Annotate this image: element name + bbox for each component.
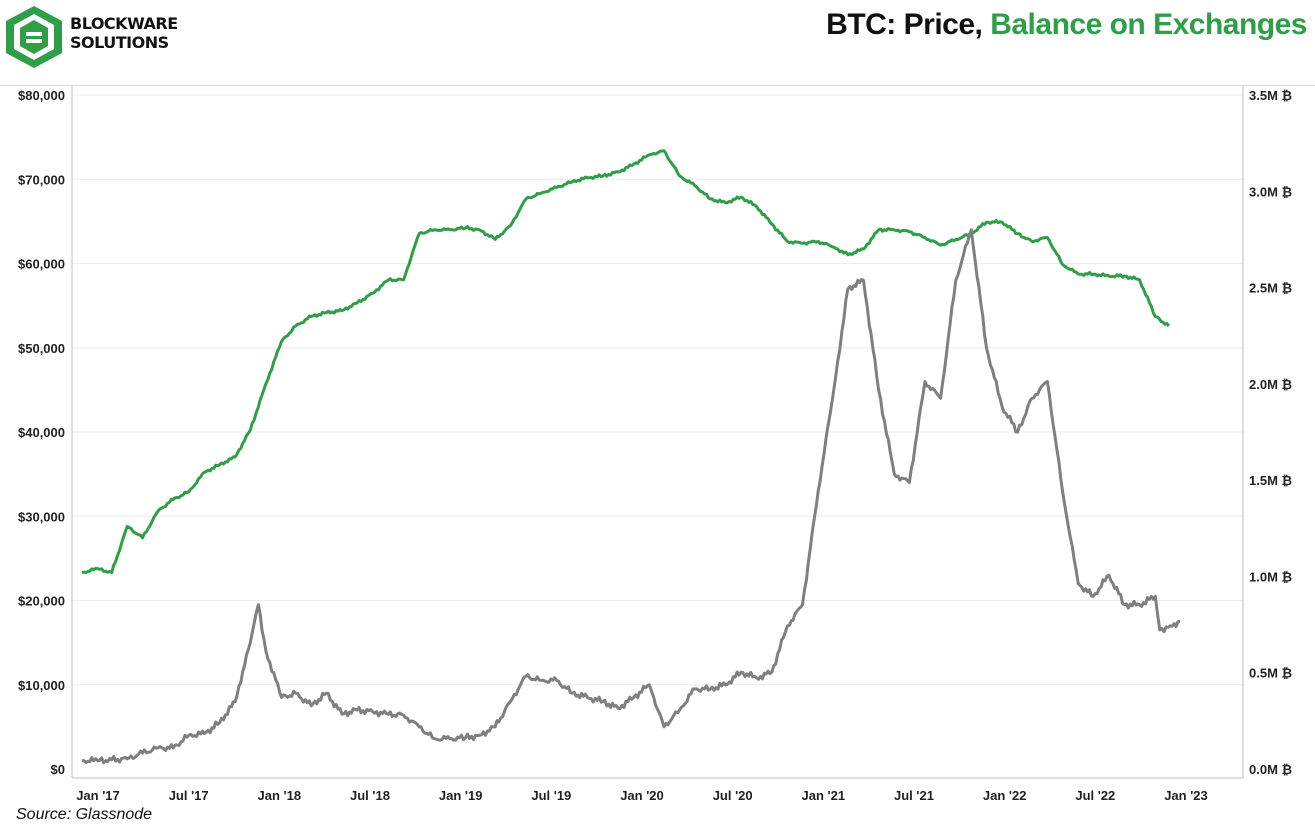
chart-title-prefix: BTC: Price, [826, 8, 991, 41]
left-y-tick-label: $30,000 [18, 509, 65, 524]
x-axis-ticks: Jan '17 Jul '17 Jan '18 Jul '18 Jan '19 Jul '… [76, 788, 1208, 803]
series-btc-price-line [81, 228, 1180, 765]
x-tick-label: Jan '22 [983, 788, 1027, 803]
left-y-tick-label: $40,000 [18, 425, 65, 440]
logo-cube-mark [6, 6, 62, 68]
chart-title: BTC: Price, Balance on Exchanges [826, 8, 1307, 42]
x-tick-label: Jan '18 [258, 788, 302, 803]
x-tick-label: Jul '17 [169, 788, 209, 803]
x-tick-label: Jul '19 [531, 788, 571, 803]
blockware-logo [6, 6, 62, 68]
header-divider [0, 85, 1315, 86]
right-y-tick-label: 1.0M ₿ [1249, 569, 1292, 584]
left-axis-ticks: $0 $10,000 $20,000 $30,000 $40,000 $50,000 $60… [18, 88, 65, 777]
right-y-tick-label: 2.5M ₿ [1249, 281, 1292, 296]
x-tick-label: Jul '18 [350, 788, 390, 803]
x-tick-label: Jul '21 [894, 788, 934, 803]
left-y-tick-label: $60,000 [18, 257, 65, 272]
left-y-tick-label: $10,000 [18, 678, 65, 693]
x-tick-label: Jan '17 [76, 788, 120, 803]
x-tick-label: Jan '21 [802, 788, 846, 803]
series-balance-on-exchanges-line [81, 149, 1171, 575]
grid-lines [72, 94, 1243, 686]
x-tick-label: Jan '23 [1164, 788, 1208, 803]
left-y-tick-label: $0 [51, 762, 65, 777]
left-y-tick-label: $20,000 [18, 594, 65, 609]
right-y-tick-label: 2.0M ₿ [1249, 377, 1292, 392]
x-tick-label: Jan '19 [439, 788, 483, 803]
right-y-tick-label: 3.5M ₿ [1249, 88, 1292, 103]
brand-name-line2: SOLUTIONS [70, 33, 169, 52]
x-tick-label: Jul '22 [1075, 788, 1115, 803]
right-y-tick-label: 3.0M ₿ [1249, 184, 1292, 199]
right-y-tick-label: 1.5M ₿ [1249, 473, 1292, 488]
source-note: Source: Glassnode [16, 806, 153, 823]
left-y-tick-label: $80,000 [18, 88, 65, 103]
right-y-tick-label: 0.5M ₿ [1249, 666, 1292, 681]
x-tick-label: Jan '20 [620, 788, 664, 803]
chart-title-highlight: Balance on Exchanges [990, 8, 1307, 41]
right-axis-ticks: 0.0M ₿ 0.5M ₿ 1.0M ₿ 1.5M ₿ 2.0M ₿ 2.5M ₿ 3.0M… [1249, 88, 1292, 777]
right-y-tick-label: 0.0M ₿ [1249, 762, 1292, 777]
left-y-tick-label: $50,000 [18, 341, 65, 356]
brand-name-line1: BLOCKWARE [70, 14, 178, 33]
left-y-tick-label: $70,000 [18, 172, 65, 187]
x-tick-label: Jul '20 [713, 788, 753, 803]
